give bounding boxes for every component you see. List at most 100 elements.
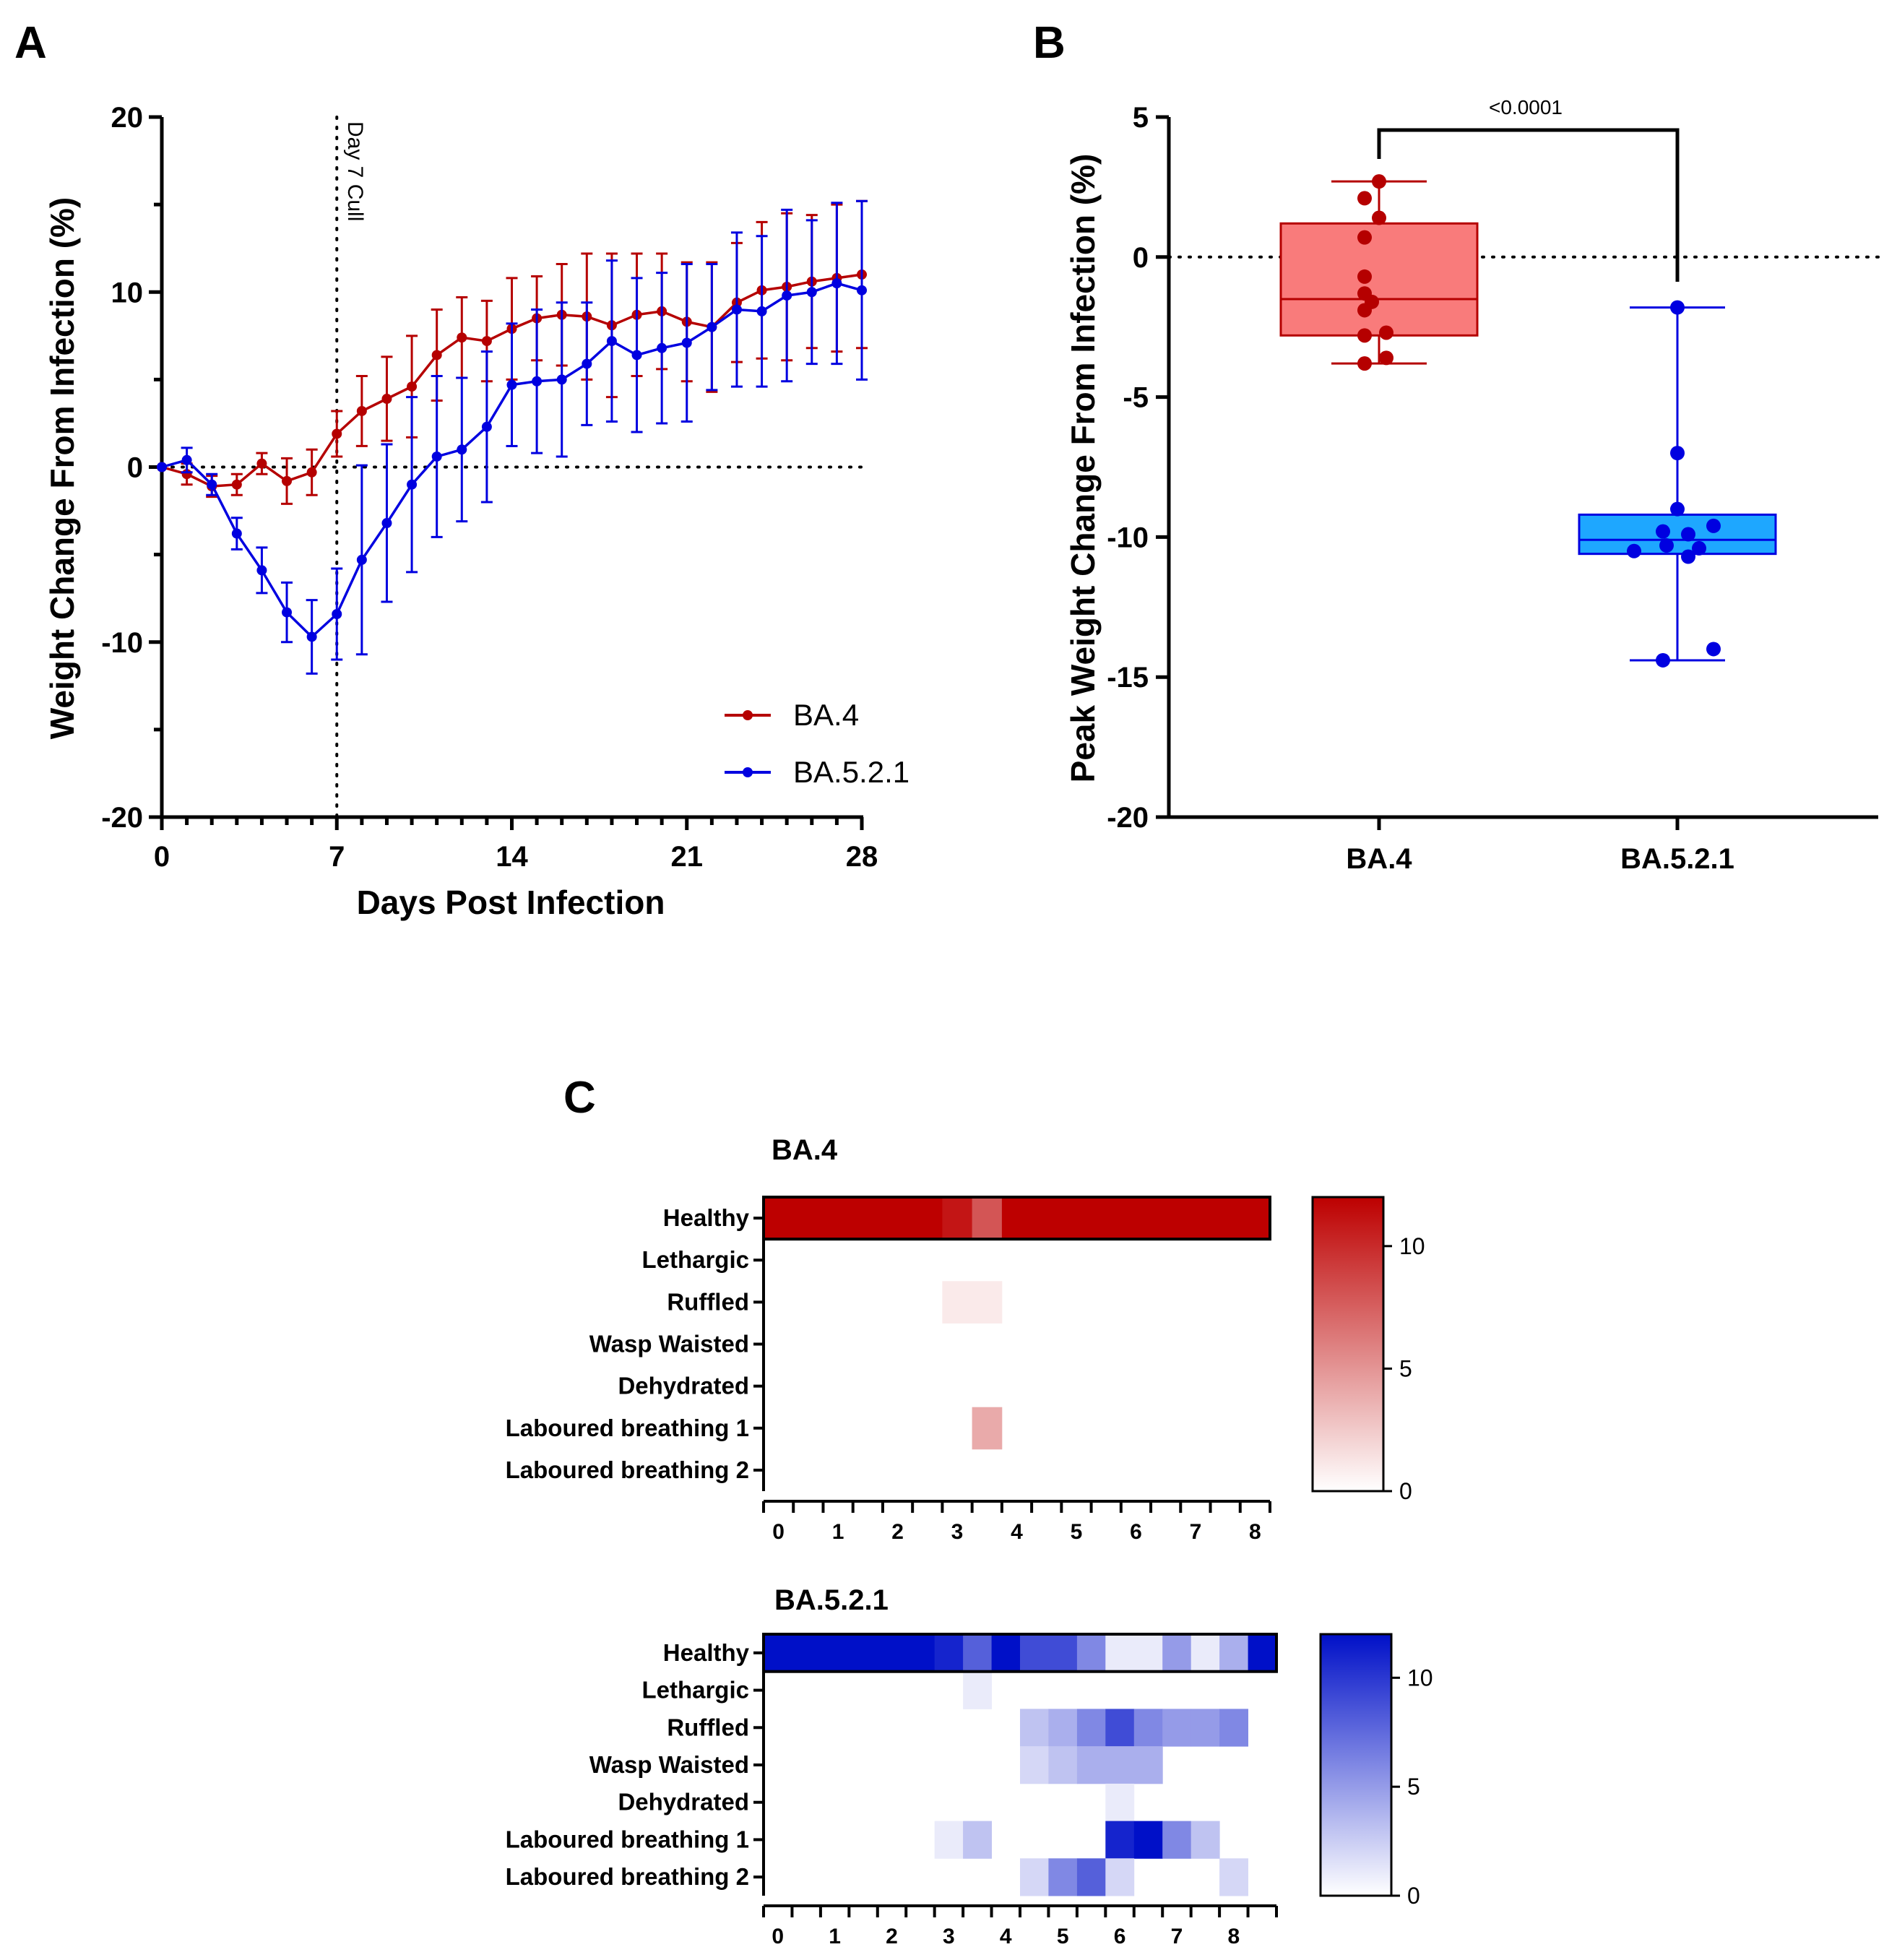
data-point — [207, 479, 217, 490]
data-point — [1681, 549, 1695, 564]
heatmap-ba521-cell — [764, 1634, 792, 1672]
heatmap-ba4-cell — [972, 1407, 1003, 1450]
data-point — [256, 458, 267, 469]
heatmap-ba521: BA.5.2.1 Healthy Lethargic Ruffled Wasp Wai… — [506, 1584, 1433, 1948]
heatmap-ba521-cell — [963, 1821, 992, 1859]
heatmap-ba4-title: BA.4 — [772, 1134, 838, 1166]
panel-a-y-tick-label: -10 — [101, 627, 143, 659]
heatmap-ba521-row-label: Healthy — [663, 1639, 750, 1666]
box-ba4 — [1279, 174, 1479, 371]
heatmap-ba4-x-tick-label: 6 — [1130, 1520, 1142, 1544]
data-point — [1357, 191, 1372, 206]
legend-ba521-text: BA.5.2.1 — [793, 755, 909, 789]
legend-ba521-marker — [743, 767, 753, 777]
heatmap-ba4-cell — [1091, 1197, 1122, 1240]
panel-b-y-tick-label: -20 — [1107, 802, 1149, 834]
data-point — [1357, 356, 1372, 371]
heatmap-ba4-x-tick-label: 3 — [951, 1520, 964, 1544]
heatmap-ba521-cell — [1105, 1821, 1135, 1859]
heatmap-ba4-cell — [1120, 1197, 1151, 1240]
heatmap-ba521-cell — [792, 1634, 821, 1672]
heatmap-ba521-x-tick-label: 8 — [1227, 1925, 1240, 1948]
heatmap-ba4-row-label: Laboured breathing 1 — [506, 1415, 749, 1441]
panel-b-y-tick-label: -10 — [1107, 522, 1149, 553]
panel-a-xlabel: Days Post Infection — [357, 884, 665, 921]
heatmap-ba4-row-label: Ruffled — [667, 1288, 749, 1315]
heatmap-ba521-cell — [1162, 1709, 1192, 1747]
data-point — [1357, 269, 1372, 284]
heatmap-ba4-cell — [942, 1281, 973, 1324]
data-point — [407, 479, 418, 490]
series-ba521 — [157, 199, 868, 675]
heatmap-ba521-cell — [1219, 1709, 1248, 1747]
data-point — [306, 631, 317, 642]
data-point — [1706, 518, 1721, 533]
heatmap-ba4-x-tick-label: 8 — [1249, 1520, 1261, 1544]
heatmap-ba521-cell — [1076, 1634, 1106, 1672]
data-point — [1627, 543, 1641, 558]
data-point — [306, 467, 317, 478]
data-point — [157, 462, 167, 472]
heatmap-ba521-colorbar — [1319, 1633, 1393, 1897]
data-point — [556, 374, 567, 385]
heatmap-ba4-x-tick-label: 1 — [832, 1520, 844, 1544]
heatmap-ba521-cell — [1133, 1821, 1163, 1859]
heatmap-ba4-colorbar-tick-label: 0 — [1399, 1478, 1412, 1504]
panel-b-y-tick-label: -15 — [1107, 662, 1149, 694]
data-point — [431, 350, 442, 361]
panel-a-legend: BA.4 BA.5.2.1 — [725, 698, 909, 789]
heatmap-ba521-cell — [1020, 1709, 1049, 1747]
heatmap-ba521-cell — [963, 1634, 992, 1672]
data-point — [282, 475, 293, 486]
data-point — [782, 290, 792, 301]
heatmap-ba521-colorbar-tick-label: 5 — [1407, 1774, 1420, 1800]
heatmap-ba4-cell — [764, 1197, 794, 1240]
heatmap-ba521-x-tick-label: 7 — [1171, 1925, 1183, 1948]
panel-b-y-tick-label: 0 — [1133, 242, 1149, 274]
panel-a-y-tick-label: 20 — [111, 102, 144, 134]
heatmap-ba521-cell — [1191, 1709, 1220, 1747]
heatmap-ba4-cell — [1032, 1197, 1062, 1240]
heatmap-ba521-title: BA.5.2.1 — [774, 1584, 889, 1616]
data-point — [231, 479, 242, 490]
heatmap-ba521-cell — [1219, 1634, 1248, 1672]
data-point — [1372, 210, 1386, 225]
heatmap-ba4-x-tick-label: 0 — [772, 1520, 785, 1544]
data-point — [631, 350, 642, 361]
data-point — [1357, 303, 1372, 318]
box — [1279, 222, 1479, 337]
panel-b-xtick-ba4: BA.4 — [1346, 843, 1412, 875]
heatmap-ba4-cell — [972, 1281, 1003, 1324]
heatmap-ba521-cell — [1191, 1821, 1220, 1859]
data-point — [431, 451, 442, 462]
panel-a-ylabel: Weight Change From Infection (%) — [43, 197, 81, 739]
heatmap-ba521-cell — [934, 1821, 964, 1859]
heatmap-ba4-cell — [942, 1197, 973, 1240]
heatmap-ba521-row-label: Lethargic — [641, 1677, 749, 1704]
heatmap-ba4-cell — [1151, 1197, 1181, 1240]
heatmap-ba4-row-label: Dehydrated — [618, 1373, 749, 1399]
data-point — [806, 287, 817, 298]
heatmap-ba4-colorbar-tick-label: 5 — [1399, 1355, 1412, 1381]
panel-a-y-tick-label: 0 — [127, 452, 143, 484]
heatmap-ba521-cell — [820, 1634, 850, 1672]
data-point — [1659, 538, 1674, 553]
heatmap-ba521-x-tick-label: 4 — [1000, 1925, 1012, 1948]
heatmap-ba521-cell — [1219, 1858, 1248, 1896]
data-point — [356, 554, 367, 565]
heatmap-ba521-cell — [1105, 1709, 1135, 1747]
heatmap-ba521-row-label: Ruffled — [667, 1714, 749, 1740]
data-point — [1670, 300, 1685, 315]
heatmap-ba521-x-tick-label: 3 — [943, 1925, 955, 1948]
heatmap-ba4-row-label: Wasp Waisted — [589, 1331, 749, 1357]
data-point — [381, 518, 392, 529]
panel-a-x-tick-label: 14 — [496, 841, 528, 873]
panel-b-y-tick-label: 5 — [1133, 102, 1149, 134]
data-point — [457, 444, 467, 455]
heatmap-ba4-cell — [1001, 1197, 1032, 1240]
heatmap-ba521-cell — [1020, 1634, 1049, 1672]
box-ba521 — [1578, 300, 1777, 668]
heatmap-ba4-cell — [1180, 1197, 1211, 1240]
heatmap-ba521-cell — [963, 1671, 992, 1709]
